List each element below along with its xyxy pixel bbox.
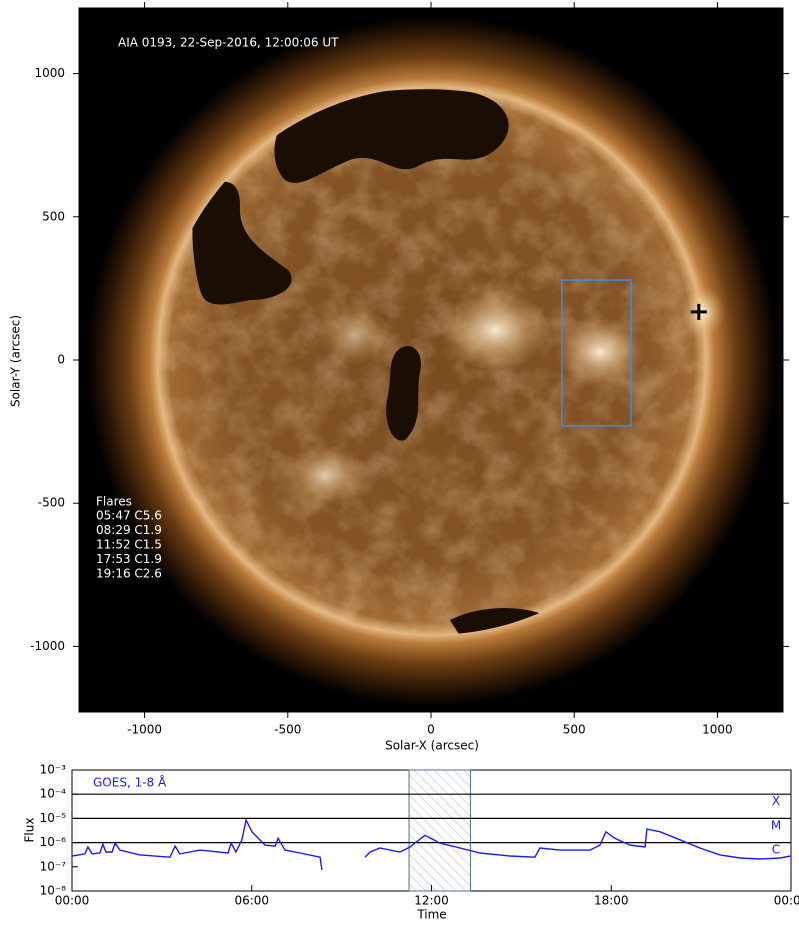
- x-tick-label: 0: [427, 723, 435, 737]
- y-tick-label: 10⁻⁷: [40, 859, 67, 873]
- active-region: [320, 305, 390, 365]
- coronal-hole: [274, 89, 509, 183]
- image-annotation: AIA 0193, 22-Sep-2016, 12:00:06 UT: [118, 36, 339, 50]
- flare-entry: 05:47 C5.6: [96, 509, 162, 523]
- y-tick-label: 10⁻⁵: [40, 811, 67, 825]
- class-level-label: X: [772, 794, 780, 808]
- class-level-label: C: [772, 842, 780, 856]
- region-box: [561, 279, 632, 427]
- y-tick-label: 0: [57, 353, 65, 367]
- x-tick-label: 00:00: [774, 894, 799, 908]
- class-level-label: M: [771, 818, 781, 832]
- flare-entry: 08:29 C1.9: [96, 523, 162, 537]
- y-tick-label: 1000: [34, 66, 65, 80]
- x-tick-label: 18:00: [594, 894, 629, 908]
- coronal-hole: [386, 346, 421, 441]
- flare-entry: 19:16 C2.6: [96, 567, 162, 581]
- x-tick-label: 00:00: [55, 894, 90, 908]
- flux-line: [71, 818, 792, 871]
- y-axis-label: Flux: [23, 818, 37, 843]
- active-region: [440, 290, 550, 370]
- y-tick-label: 10⁻⁸: [40, 884, 67, 898]
- x-axis-label: Solar-X (arcsec): [385, 739, 479, 753]
- x-tick-label: 06:00: [234, 894, 269, 908]
- flare-entry: 17:53 C1.9: [96, 552, 162, 566]
- x-tick-label: -1000: [127, 723, 162, 737]
- active-region: [555, 317, 645, 387]
- goes-title: GOES, 1-8 Å: [93, 775, 167, 790]
- goes-panel: GOES, 1-8 Å Time Flux XMC 00:00 06:00 12:00…: [23, 763, 799, 922]
- x-tick-label: -500: [274, 723, 301, 737]
- sun-image: [87, 16, 777, 706]
- y-tick-label: 10⁻⁴: [40, 787, 67, 801]
- y-tick-label: 10⁻⁶: [40, 835, 67, 849]
- y-tick-label: -1000: [30, 639, 65, 653]
- flare-entry: 11:52 C1.5: [96, 538, 162, 552]
- y-tick-label: -500: [38, 496, 65, 510]
- x-axis-label: Time: [416, 908, 446, 922]
- y-tick-label: 10⁻³: [40, 763, 67, 777]
- flares-title: Flares: [96, 495, 132, 509]
- y-tick-label: 500: [42, 209, 65, 223]
- marker: [690, 303, 707, 320]
- x-tick-label: 12:00: [414, 894, 449, 908]
- x-tick-label: 1000: [702, 723, 733, 737]
- aia-panel: AIA 0193, 22-Sep-2016, 12:00:06 UT Solar…: [9, 2, 789, 753]
- x-tick-label: 500: [563, 723, 586, 737]
- y-axis-label: Solar-Y (arcsec): [9, 315, 23, 407]
- active-region: [285, 445, 365, 505]
- coronal-hole: [192, 181, 292, 305]
- highlight-window: [408, 769, 471, 892]
